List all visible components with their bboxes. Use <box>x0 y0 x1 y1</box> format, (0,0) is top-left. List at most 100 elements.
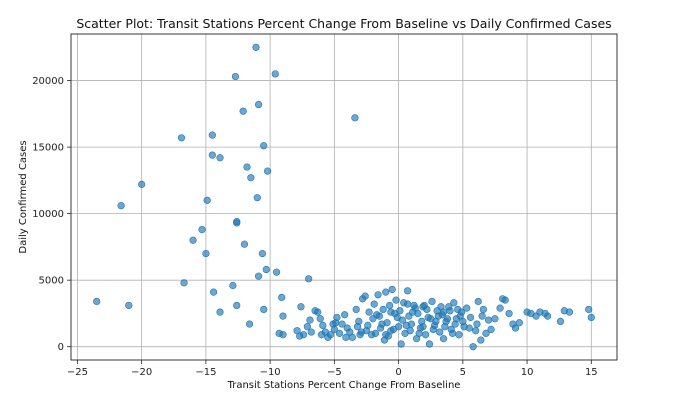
scatter-point <box>202 249 210 258</box>
scatter-point <box>478 312 486 320</box>
scatter-point <box>307 328 315 336</box>
scatter-point <box>436 328 444 336</box>
scatter-point <box>420 301 428 310</box>
scatter-point <box>306 316 314 324</box>
x-tick-label: 0 <box>395 367 401 378</box>
scatter-point <box>233 219 241 227</box>
scatter-point <box>305 275 313 283</box>
y-tick-label: 20000 <box>32 76 64 87</box>
scatter-point <box>279 331 287 339</box>
scatter-point <box>393 313 401 322</box>
scatter-point <box>125 301 133 310</box>
scatter-point <box>389 325 398 334</box>
scatter-point <box>382 288 390 296</box>
scatter-point <box>587 313 595 322</box>
scatter-point <box>247 174 255 182</box>
scatter-point <box>387 308 395 316</box>
scatter-point <box>299 331 308 339</box>
scatter-point <box>253 194 261 202</box>
scatter-point <box>511 324 520 332</box>
scatter-point <box>335 329 344 337</box>
scatter-point <box>245 320 254 328</box>
scatter-point <box>425 340 434 348</box>
chart-title: Scatter Plot: Transit Stations Percent C… <box>76 16 611 31</box>
scatter-point <box>459 317 467 326</box>
y-tick-label: 10000 <box>32 209 64 220</box>
scatter-point <box>505 309 513 318</box>
scatter-point <box>233 301 241 310</box>
scatter-point <box>474 297 482 306</box>
y-tick-label: 5000 <box>39 276 64 287</box>
scatter-point <box>585 305 593 314</box>
scatter-point <box>515 319 523 327</box>
scatter-point <box>565 308 574 316</box>
x-axis-title: Transit Stations Percent Change From Bas… <box>227 380 461 391</box>
scatter-point <box>324 333 332 341</box>
scatter-point <box>231 72 240 81</box>
scatter-point <box>378 320 386 328</box>
scatter-point <box>432 317 440 326</box>
scatter-point <box>319 321 327 330</box>
scatter-point <box>403 300 412 308</box>
scatter-point <box>466 313 475 322</box>
scatter-point <box>180 279 188 287</box>
scatter-point <box>454 305 462 314</box>
scatter-point <box>177 134 186 142</box>
scatter-point <box>361 292 369 300</box>
scatter-point <box>496 304 504 312</box>
scatter-point <box>365 308 373 316</box>
x-tick-label: 5 <box>460 367 466 378</box>
x-tick-label: −10 <box>260 367 281 378</box>
scatter-point <box>465 324 473 332</box>
scatter-point <box>208 131 216 139</box>
scatter-point <box>388 285 396 294</box>
x-tick-label: −5 <box>327 367 342 378</box>
scatter-point <box>382 331 390 339</box>
scatter-point <box>317 331 326 339</box>
scatter-point <box>487 325 495 334</box>
scatter-point <box>189 236 197 244</box>
scatter-point <box>441 323 449 331</box>
scatter-point <box>374 291 382 299</box>
scatter-point <box>252 43 260 51</box>
plot-area-frame <box>70 33 618 361</box>
scatter-point <box>379 305 387 314</box>
scatter-point <box>216 154 224 162</box>
scatter-point <box>314 308 322 316</box>
x-tick-label: −25 <box>67 367 88 378</box>
x-tick-label: 15 <box>585 367 598 378</box>
scatter-point <box>243 163 251 171</box>
scatter-point <box>254 272 263 280</box>
scatter-point <box>316 315 324 323</box>
scatter-point <box>117 202 125 210</box>
scatter-point <box>477 336 485 344</box>
scatter-point <box>482 329 490 337</box>
scatter-point <box>501 296 509 304</box>
grid <box>71 34 617 360</box>
scatter-point <box>451 320 459 328</box>
y-tick-label: 15000 <box>32 143 64 154</box>
scatter-point <box>262 265 270 274</box>
scatter-point <box>203 196 211 204</box>
scatter-point <box>472 327 480 335</box>
scatter-point <box>303 323 311 331</box>
scatter-point <box>556 317 565 326</box>
scatter-point <box>348 333 356 341</box>
scatter-point <box>216 308 224 316</box>
scatter-point <box>402 321 410 330</box>
scatter-point <box>210 288 218 296</box>
scatter-point <box>370 300 378 308</box>
scatter-point <box>386 301 394 310</box>
scatter-point <box>448 329 457 337</box>
scatter-point <box>479 305 487 314</box>
scatter-point <box>260 305 268 314</box>
scatter-point <box>443 315 452 323</box>
scatter-point <box>406 327 414 335</box>
scatter-point <box>403 287 412 295</box>
scatter-point <box>396 307 404 315</box>
scatter-point <box>491 315 499 323</box>
scatter-point <box>375 312 383 320</box>
scatter-point <box>351 114 359 122</box>
scatter-point <box>446 307 454 315</box>
